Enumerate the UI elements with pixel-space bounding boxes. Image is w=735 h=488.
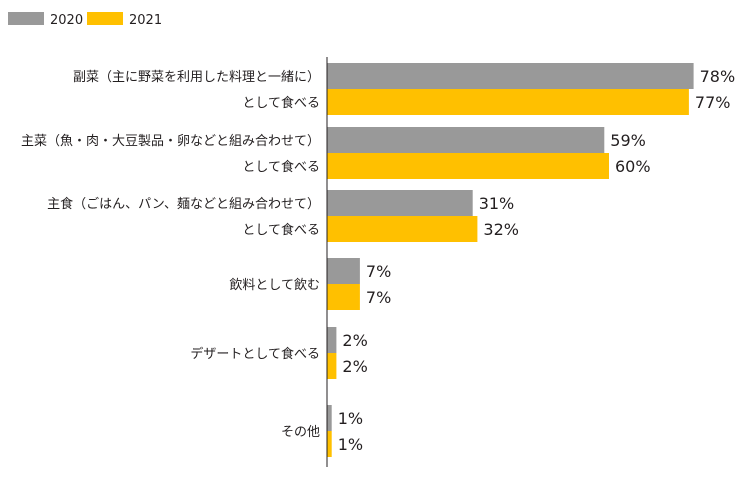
bar-2021-cat6 [327, 431, 332, 457]
bar-2021-cat3 [327, 216, 478, 242]
category-label-5-line1: デザートとして食べる [190, 346, 320, 362]
bar-2020-cat6 [327, 405, 332, 431]
value-label-2020-cat6: 1% [338, 409, 363, 428]
bars-group: 78% 77% 59% 60% 31% 32% 7% 7% 2% 2% 1% 1% [327, 63, 735, 457]
value-label-2021-cat5: 2% [342, 357, 367, 376]
bar-2020-cat2 [327, 127, 605, 153]
value-label-2021-cat2: 60% [615, 157, 651, 176]
bar-2020-cat1 [327, 63, 694, 89]
value-label-2021-cat3: 32% [483, 220, 519, 239]
value-label-2020-cat2: 59% [610, 131, 646, 150]
value-label-2021-cat1: 77% [695, 93, 731, 112]
value-label-2020-cat4: 7% [366, 262, 391, 281]
value-label-2021-cat6: 1% [338, 435, 363, 454]
category-labels: 副菜（主に野菜を利用した料理と一緒に）として食べる主菜（魚・肉・大豆製品・卵など… [21, 70, 320, 440]
value-label-2020-cat3: 31% [479, 194, 515, 213]
category-label-4-line1: 飲料として飲む [229, 277, 320, 293]
bar-2020-cat4 [327, 258, 360, 284]
category-label-2-line2: として食べる [242, 159, 320, 175]
legend-swatch-2021 [87, 12, 123, 25]
category-label-1-line2: として食べる [242, 95, 320, 111]
bar-2021-cat5 [327, 353, 337, 379]
bar-2020-cat5 [327, 327, 337, 353]
value-label-2020-cat5: 2% [342, 331, 367, 350]
bar-2021-cat2 [327, 153, 609, 179]
category-label-3-line1: 主食（ごはん、パン、麺などと組み合わせて） [47, 196, 320, 212]
bar-2021-cat4 [327, 284, 360, 310]
value-label-2021-cat4: 7% [366, 288, 391, 307]
category-label-6-line1: その他 [281, 425, 320, 440]
value-label-2020-cat1: 78% [700, 67, 735, 86]
legend-label-2021: 2021 [129, 13, 162, 28]
category-label-2-line1: 主菜（魚・肉・大豆製品・卵などと組み合わせて） [21, 134, 320, 149]
legend-swatch-2020 [8, 12, 44, 25]
category-label-3-line2: として食べる [242, 222, 320, 238]
legend-label-2020: 2020 [50, 13, 83, 28]
bar-2021-cat1 [327, 89, 689, 115]
chart-legend: 2020 2021 [8, 12, 162, 28]
bar-2020-cat3 [327, 190, 473, 216]
category-label-1-line1: 副菜（主に野菜を利用した料理と一緒に） [73, 70, 320, 85]
